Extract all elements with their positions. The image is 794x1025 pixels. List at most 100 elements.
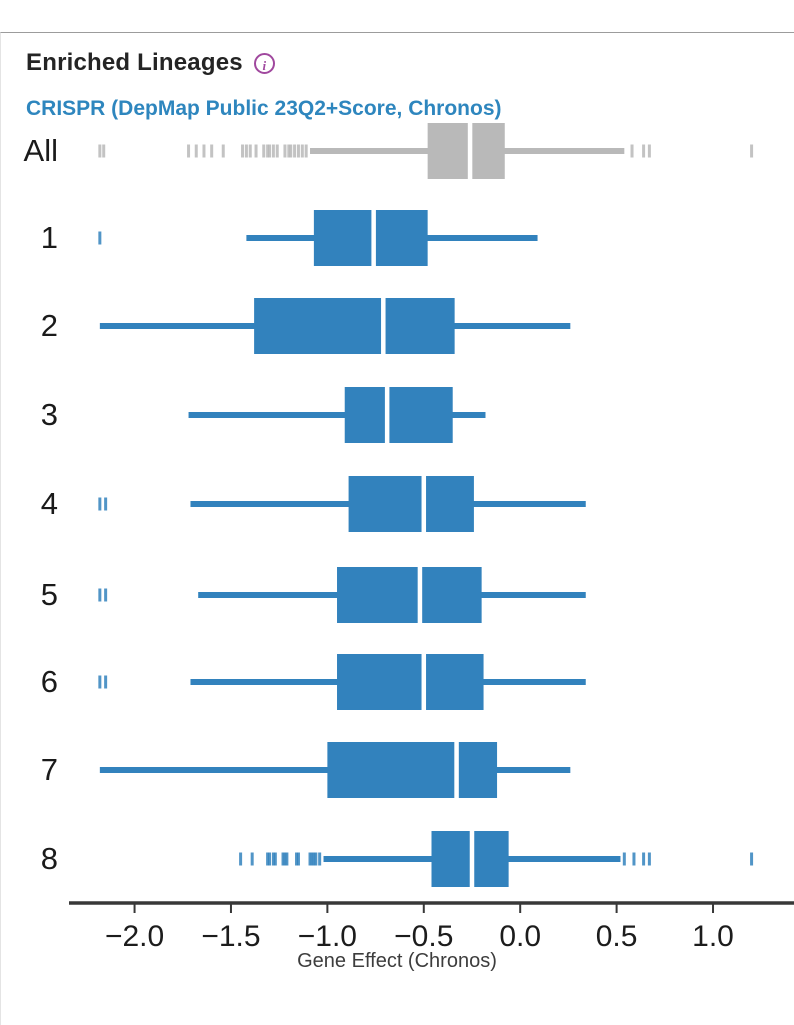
x-tick-label: 1.0 [692, 920, 734, 953]
outlier-tick[interactable] [98, 231, 102, 245]
box-row-4[interactable]: 4 [41, 476, 586, 532]
iqr-box[interactable] [313, 210, 428, 266]
outlier-tick[interactable] [750, 852, 754, 866]
median-line [421, 476, 427, 532]
outlier-tick[interactable] [266, 144, 270, 158]
median-line [421, 654, 427, 710]
x-tick-label: 0.0 [499, 920, 541, 953]
median-line [454, 742, 459, 798]
outlier-tick[interactable] [295, 852, 299, 866]
category-label-8: 8 [41, 841, 58, 876]
outlier-tick[interactable] [287, 144, 291, 158]
outlier-tick[interactable] [281, 852, 285, 866]
iqr-box[interactable] [344, 387, 453, 443]
outlier-tick[interactable] [98, 588, 102, 602]
outlier-tick[interactable] [248, 144, 252, 158]
category-label-4: 4 [41, 486, 58, 521]
outlier-tick[interactable] [293, 144, 297, 158]
box-row-8[interactable]: 8 [41, 831, 754, 887]
outlier-tick[interactable] [300, 144, 304, 158]
outlier-tick[interactable] [268, 144, 272, 158]
outlier-tick[interactable] [283, 852, 287, 866]
outlier-tick[interactable] [647, 144, 651, 158]
outlier-tick[interactable] [296, 852, 300, 866]
box-row-1[interactable]: 1 [41, 210, 538, 266]
outlier-tick[interactable] [98, 675, 102, 689]
outlier-tick[interactable] [221, 144, 225, 158]
chart-subtitle: CRISPR (DepMap Public 23Q2+Score, Chrono… [26, 97, 502, 120]
category-label-6: 6 [41, 664, 58, 699]
x-tick-label: −1.5 [201, 920, 260, 953]
outlier-tick[interactable] [285, 852, 289, 866]
page-title: Enriched Lineages [26, 49, 243, 76]
median-line [371, 210, 376, 266]
outlier-tick[interactable] [642, 852, 646, 866]
outlier-tick[interactable] [642, 144, 646, 158]
iqr-box[interactable] [327, 742, 498, 798]
category-label-7: 7 [41, 752, 58, 787]
category-label-All: All [24, 133, 58, 168]
outlier-tick[interactable] [266, 852, 270, 866]
outlier-tick[interactable] [104, 588, 108, 602]
outlier-tick[interactable] [98, 144, 102, 158]
box-row-5[interactable]: 5 [41, 567, 586, 623]
x-tick-label: 0.5 [596, 920, 638, 953]
outlier-tick[interactable] [310, 852, 314, 866]
outlier-tick[interactable] [104, 675, 108, 689]
category-label-2: 2 [41, 308, 58, 343]
outlier-tick[interactable] [647, 852, 651, 866]
box-row-All[interactable]: All [24, 123, 754, 179]
outlier-tick[interactable] [273, 852, 277, 866]
median-line [467, 123, 473, 179]
outlier-tick[interactable] [102, 144, 106, 158]
outlier-tick[interactable] [622, 852, 626, 866]
x-axis-title: Gene Effect (Chronos) [297, 950, 497, 972]
outlier-tick[interactable] [104, 497, 108, 511]
outlier-tick[interactable] [268, 852, 272, 866]
box-row-7[interactable]: 7 [41, 742, 571, 798]
outlier-tick[interactable] [289, 144, 293, 158]
median-line [381, 298, 386, 354]
outlier-tick[interactable] [262, 144, 266, 158]
card-header: Enriched Lineages i [26, 49, 275, 77]
median-line [417, 567, 423, 623]
outlier-tick[interactable] [239, 852, 243, 866]
iqr-box[interactable] [337, 654, 484, 710]
outlier-tick[interactable] [271, 852, 275, 866]
info-icon[interactable]: i [253, 52, 275, 74]
box-row-3[interactable]: 3 [41, 387, 486, 443]
iqr-box[interactable] [348, 476, 474, 532]
box-row-6[interactable]: 6 [41, 654, 586, 710]
outlier-tick[interactable] [318, 852, 322, 866]
outlier-tick[interactable] [275, 144, 279, 158]
outlier-tick[interactable] [296, 144, 300, 158]
outlier-tick[interactable] [202, 144, 206, 158]
outlier-tick[interactable] [283, 144, 287, 158]
outlier-tick[interactable] [304, 144, 308, 158]
outlier-tick[interactable] [632, 852, 636, 866]
x-tick-label: −2.0 [105, 920, 164, 953]
median-line [469, 831, 475, 887]
category-label-1: 1 [41, 220, 58, 255]
outlier-tick[interactable] [308, 852, 312, 866]
x-tick-label: −0.5 [394, 920, 453, 953]
outlier-tick[interactable] [250, 852, 254, 866]
outlier-tick[interactable] [210, 144, 214, 158]
outlier-tick[interactable] [314, 852, 318, 866]
outlier-tick[interactable] [241, 144, 245, 158]
iqr-box[interactable] [254, 298, 455, 354]
iqr-box[interactable] [337, 567, 482, 623]
category-label-3: 3 [41, 397, 58, 432]
outlier-tick[interactable] [244, 144, 248, 158]
boxplot-chart[interactable]: All 1 2 3 4 5 6 7 8 −2.0 −1.5 −1.0 −0.5 0.0 0.5 1.0 [0, 108, 794, 992]
box-row-2[interactable]: 2 [41, 298, 571, 354]
outlier-tick[interactable] [187, 144, 191, 158]
outlier-tick[interactable] [271, 144, 275, 158]
outlier-tick[interactable] [312, 852, 316, 866]
outlier-tick[interactable] [254, 144, 258, 158]
outlier-tick[interactable] [194, 144, 198, 158]
iqr-box[interactable] [427, 123, 505, 179]
outlier-tick[interactable] [98, 497, 102, 511]
outlier-tick[interactable] [630, 144, 634, 158]
outlier-tick[interactable] [750, 144, 754, 158]
